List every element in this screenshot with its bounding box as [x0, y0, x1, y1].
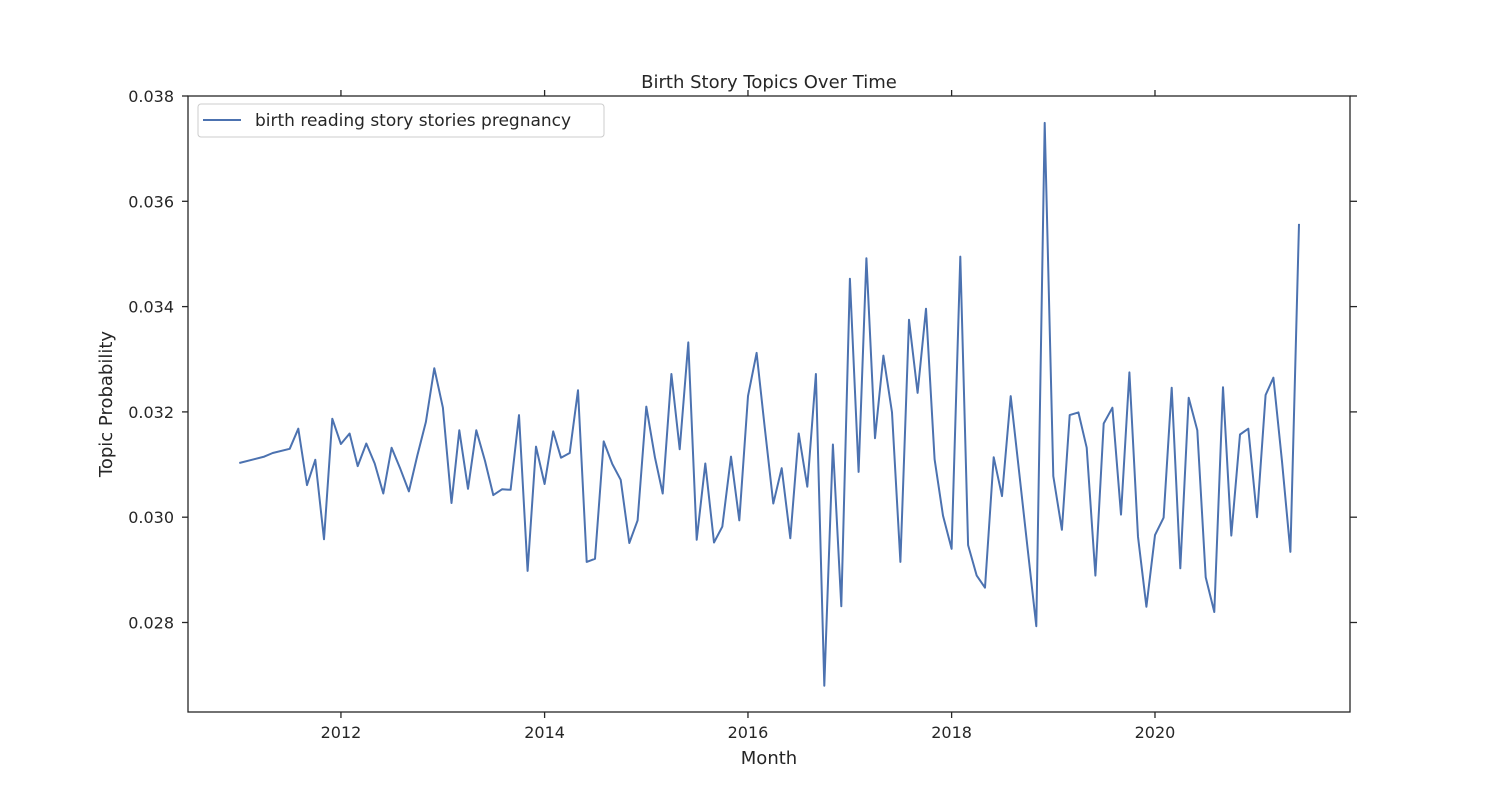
y-tick-label: 0.038: [128, 87, 174, 106]
legend-label: birth reading story stories pregnancy: [255, 111, 571, 131]
x-tick-label: 2020: [1135, 723, 1176, 742]
x-tick-label: 2012: [321, 723, 362, 742]
y-tick-label: 0.034: [128, 298, 174, 317]
y-tick-label: 0.030: [128, 508, 174, 527]
legend: birth reading story stories pregnancy: [197, 103, 605, 138]
y-tick-label: 0.032: [128, 403, 174, 422]
x-axis-title: Month: [741, 748, 797, 769]
y-tick-label: 0.036: [128, 192, 174, 211]
x-tick-label: 2016: [728, 723, 769, 742]
x-tick-label: 2014: [524, 723, 565, 742]
x-tick-label: 2018: [931, 723, 972, 742]
x-axis: 2012 2014 2016 2018 2020: [321, 90, 1176, 742]
series-line: [239, 121, 1300, 687]
legend-box: [197, 103, 605, 138]
y-axis-title: Topic Probability: [96, 331, 117, 478]
chart-title: Birth Story Topics Over Time: [641, 72, 897, 93]
plot-area-frame: [187, 95, 1351, 713]
y-axis: 0.028 0.030 0.032 0.034 0.036 0.038: [128, 87, 1357, 632]
y-tick-label: 0.028: [128, 613, 174, 632]
